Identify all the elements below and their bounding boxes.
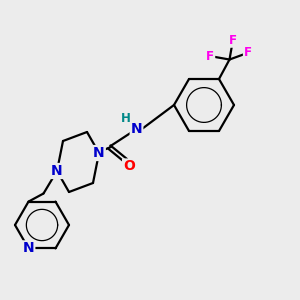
Text: N: N [93,146,105,160]
Text: N: N [51,164,63,178]
Text: F: F [229,34,237,47]
Text: O: O [123,160,135,173]
Text: F: F [244,46,252,59]
Text: H: H [121,112,131,125]
Text: F: F [206,50,214,63]
Text: N: N [23,242,34,255]
Text: N: N [131,122,142,136]
